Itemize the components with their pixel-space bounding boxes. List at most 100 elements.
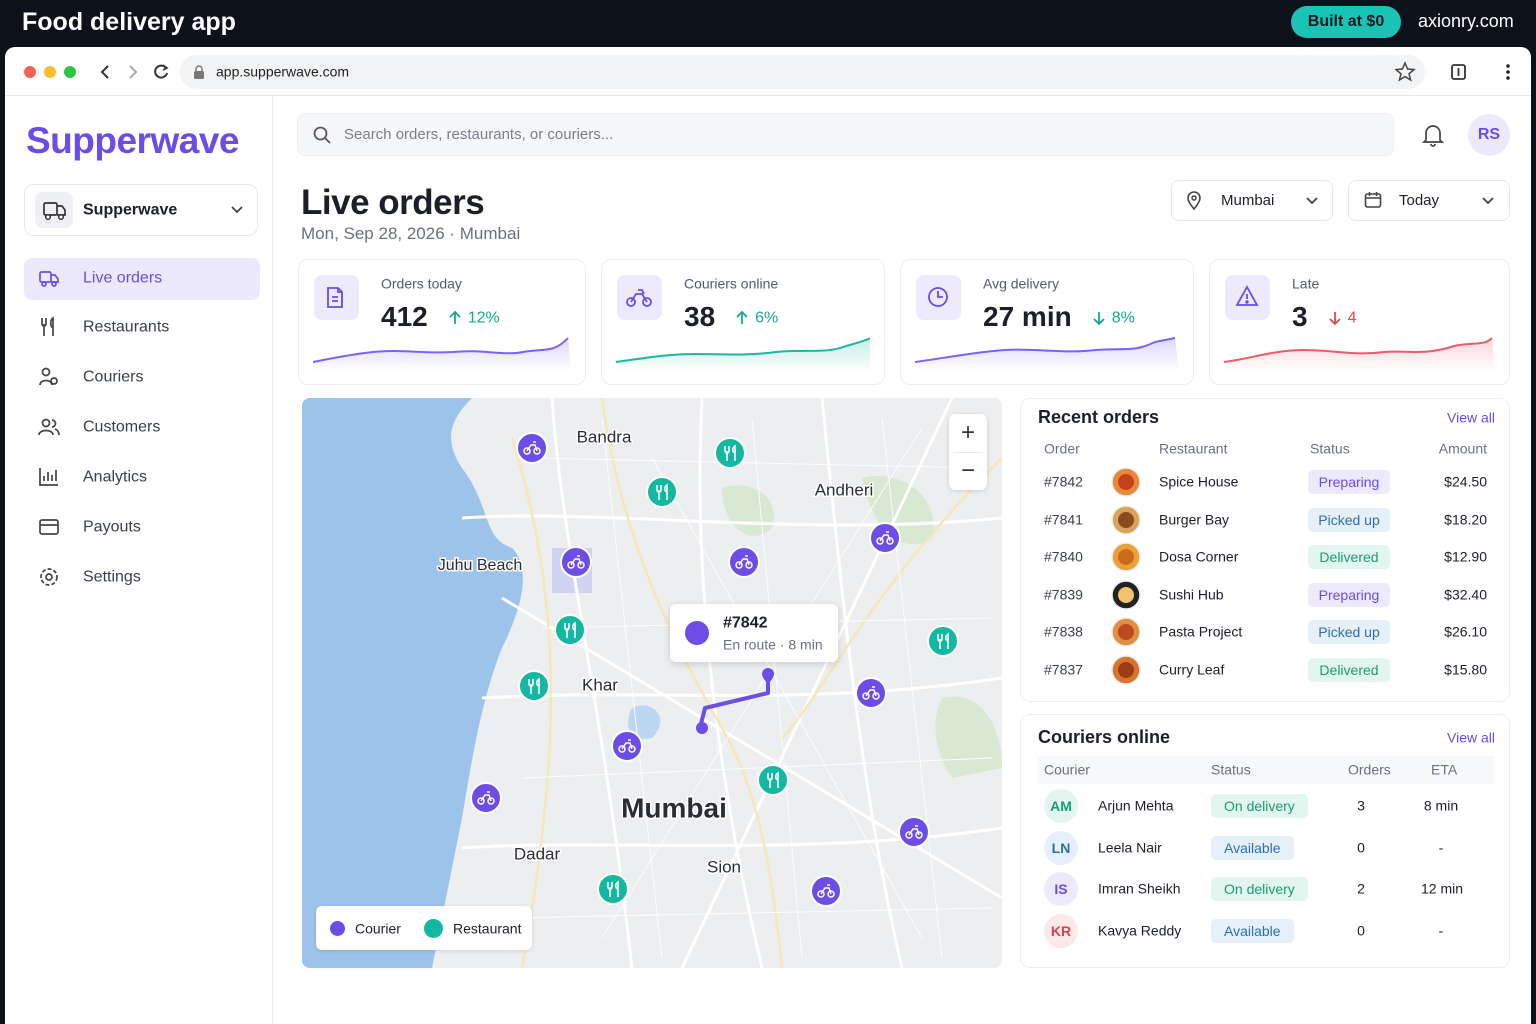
column-header: ETA xyxy=(1431,761,1458,778)
nav-active-bg xyxy=(24,258,260,300)
nav-item[interactable]: Couriers xyxy=(83,368,144,386)
pin-icon xyxy=(1187,191,1201,211)
courier-marker xyxy=(855,677,887,709)
map-place: Andheri xyxy=(815,480,874,499)
period-value: Today xyxy=(1399,192,1440,209)
kpi-arrow xyxy=(449,310,461,324)
kpi-arrow xyxy=(736,310,748,324)
nav-item[interactable]: Live orders xyxy=(83,269,163,287)
table-header-bg xyxy=(1038,756,1494,784)
courier-eta: 8 min xyxy=(1423,797,1459,814)
column-header: Restaurant xyxy=(1159,440,1228,457)
address-bar[interactable] xyxy=(180,55,1425,89)
kpi-label: Avg delivery xyxy=(983,275,1060,292)
courier-marker xyxy=(898,816,930,848)
brand: Supperwave xyxy=(26,119,239,161)
status-badge: On delivery xyxy=(1211,794,1308,818)
zoom-in[interactable]: + xyxy=(960,419,975,446)
courier-marker xyxy=(560,546,592,578)
map-canvas: Bandra Andheri Juhu Beach Khar Mumbai Dadar Si… xyxy=(302,398,1002,968)
period-filter[interactable] xyxy=(1348,180,1510,221)
restaurant-name: Sushi Hub xyxy=(1159,586,1224,603)
order-amount: $15.80 xyxy=(1444,661,1487,678)
window-controls xyxy=(24,64,169,79)
zoom-out[interactable]: − xyxy=(960,457,975,484)
kpi-value: 38 xyxy=(684,301,716,333)
column-header: Status xyxy=(1310,440,1350,457)
order-id: #7837 xyxy=(1044,661,1083,678)
tooltip-detail: En route · 8 min xyxy=(723,636,823,653)
city-value: Mumbai xyxy=(1221,192,1275,209)
site-link[interactable]: axionry.com xyxy=(1418,11,1514,32)
zoom-divider xyxy=(953,452,983,453)
nav-icon xyxy=(40,568,58,586)
restaurant-name: Pasta Project xyxy=(1159,623,1243,640)
kpi-icon xyxy=(617,275,662,320)
nav-icon xyxy=(39,367,58,386)
nav-item[interactable]: Payouts xyxy=(83,518,141,536)
map-place: Sion xyxy=(707,857,741,876)
order-amount: $18.20 xyxy=(1444,511,1487,528)
user-avatar[interactable]: RS xyxy=(1468,114,1510,156)
workspace-icon xyxy=(35,192,73,228)
chrome-divider xyxy=(5,95,1531,96)
courier-avatar: LN xyxy=(1044,830,1078,865)
url: app.supperwave.com xyxy=(216,63,350,80)
kpi-change: 8% xyxy=(1111,309,1135,327)
courier-name: Arjun Mehta xyxy=(1098,797,1174,814)
nav-item[interactable]: Restaurants xyxy=(83,318,170,336)
search-box[interactable] xyxy=(297,113,1394,156)
legend-label: Courier xyxy=(355,920,401,937)
view-all[interactable]: View all xyxy=(1447,409,1495,426)
map-place: Mumbai xyxy=(621,792,727,823)
courier-orders: 0 xyxy=(1357,839,1365,856)
nav-item[interactable]: Analytics xyxy=(83,468,148,486)
restaurant-marker xyxy=(714,437,746,469)
map-place: Bandra xyxy=(577,427,632,446)
restaurant-marker xyxy=(597,873,629,905)
restaurant-marker xyxy=(646,476,678,508)
kpi-icon xyxy=(916,275,961,320)
order-amount: $32.40 xyxy=(1444,586,1487,603)
card-title: Recent orders xyxy=(1038,407,1160,428)
card-title: Couriers online xyxy=(1038,727,1171,748)
page-title: Live orders xyxy=(301,183,485,222)
nav-icon xyxy=(39,519,59,535)
sparkline xyxy=(1224,337,1495,372)
nav-icon xyxy=(39,271,59,287)
map-place: Khar xyxy=(582,675,618,694)
courier-avatar: IS xyxy=(1044,872,1078,906)
view-all[interactable]: View all xyxy=(1447,729,1495,746)
nav-item[interactable]: Customers xyxy=(83,418,161,436)
courier-eta: - xyxy=(1438,839,1444,856)
restaurant-thumb xyxy=(1111,579,1141,610)
city-filter[interactable] xyxy=(1171,180,1333,221)
restaurant-thumb xyxy=(1111,542,1141,572)
map-place: Juhu Beach xyxy=(438,557,523,574)
price-badge[interactable]: Built at $0 xyxy=(1291,6,1401,38)
status-badge: Delivered xyxy=(1308,545,1390,569)
tooltip-dot xyxy=(685,621,709,645)
browser-actions[interactable] xyxy=(1395,61,1520,83)
kpi-arrow xyxy=(1328,312,1341,326)
kpi-value: 3 xyxy=(1292,301,1308,333)
nav-icon xyxy=(41,316,54,336)
nav-item[interactable]: Settings xyxy=(83,568,141,586)
courier-marker xyxy=(869,522,901,554)
courier-marker xyxy=(470,782,502,814)
courier-eta: - xyxy=(1438,922,1444,939)
restaurant-marker xyxy=(554,614,586,646)
calendar-icon xyxy=(1364,192,1382,208)
kpi-change: 6% xyxy=(755,309,779,327)
status-badge: Picked up xyxy=(1308,507,1390,532)
map[interactable]: Bandra Andheri Juhu Beach Khar Mumbai Dadar Si… xyxy=(302,398,1002,968)
notifications[interactable] xyxy=(1422,123,1444,147)
order-amount: $12.90 xyxy=(1444,548,1487,565)
restaurant-thumb xyxy=(1111,617,1141,647)
workspace-switcher[interactable] xyxy=(24,184,258,236)
search-icon xyxy=(313,126,331,144)
restaurant-thumb xyxy=(1111,467,1141,497)
order-id: #7839 xyxy=(1044,586,1083,603)
restaurant-marker xyxy=(757,764,789,796)
